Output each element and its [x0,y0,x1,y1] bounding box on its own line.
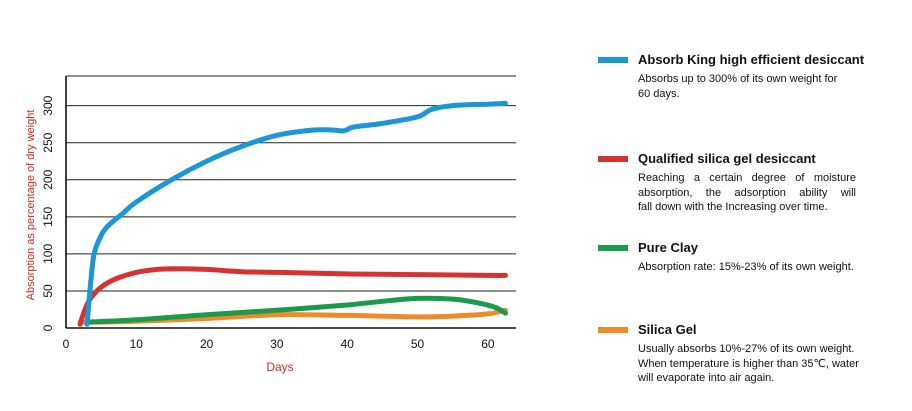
legend-swatch-qualified-silica-gel [598,156,628,162]
legend-title-absorb-king: Absorb King high efficient desiccant [638,52,865,67]
y-tick-label: 300 [41,95,55,115]
legend-swatch-absorb-king [598,57,628,63]
series-line-pure-clay [84,295,508,325]
legend-desc-line: will evaporate into air again. [638,372,775,384]
x-tick-label: 30 [270,337,284,351]
x-tick-label: 0 [63,337,70,351]
legend-title-qualified-silica-gel: Qualified silica gel desiccant [638,151,816,166]
y-tick-label: 100 [41,244,55,264]
grid-lines [66,75,516,292]
legend-title-pure-clay: Pure Clay [638,240,698,255]
legend-desc-absorb-king: Absorbs up to 300% of its own weight for… [638,72,893,101]
series-lines [77,100,508,327]
axes [65,76,516,329]
x-tick-label: 40 [341,337,355,351]
legend-swatch-silica-gel [598,327,628,333]
x-tick-label: 10 [130,337,144,351]
legend-desc-line: When temperature is higher than 35℃, wat… [638,357,859,370]
x-tick-label: 60 [481,337,495,351]
y-tick-label: 150 [41,206,55,226]
y-tick-label: 250 [41,132,55,152]
y-tick-label: 0 [41,324,55,331]
legend-title-silica-gel: Silica Gel [638,322,697,337]
legend-desc-line: fall down with the Increasing over time. [638,201,828,213]
y-axis-label: Absorption as percentage of dry weight [25,110,37,301]
legend-desc-line: absorption, the adsorption ability will [638,186,856,199]
x-tick-label: 20 [200,337,214,351]
series-line-absorb-king-high-efficient-desiccant [84,100,508,327]
x-tick-label: 50 [411,337,425,351]
x-tick-labels: 0 10 20 30 40 50 60 [63,337,495,351]
y-tick-label: 50 [41,284,55,298]
y-tick-label: 200 [41,169,55,189]
chart: 0 50 100 150 200 250 300 0 10 20 30 40 50 60 Days Ab… [25,75,516,374]
legend-desc-line: Usually absorbs 10%-27% of its own weigh… [638,343,855,355]
legend-desc-pure-clay: Absorption rate: 15%-23% of its own weig… [638,260,893,275]
legend-desc-silica-gel: Usually absorbs 10%-27% of its own weigh… [638,342,893,386]
legend-desc-qualified-silica-gel: Reaching a certain degree of moisture ab… [638,171,856,215]
series-line-qualified-silica-gel-desiccant [77,266,508,327]
legend-desc-line: 60 days. [638,87,680,100]
legend-swatch-pure-clay [598,245,628,251]
legend-desc-line: Reaching a certain degree of moisture [638,172,856,184]
x-axis-label: Days [266,360,293,374]
legend-desc-line: Absorption rate: 15%-23% of its own weig… [638,261,854,273]
legend-desc-line: Absorbs up to 300% of its own weight for [638,73,838,85]
y-tick-labels: 0 50 100 150 200 250 300 [41,95,55,331]
